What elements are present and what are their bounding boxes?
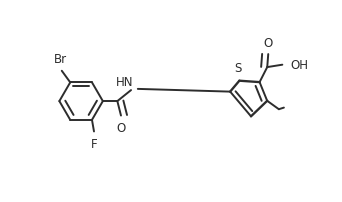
Text: S: S bbox=[234, 62, 241, 75]
Text: O: O bbox=[116, 122, 125, 135]
Text: O: O bbox=[264, 37, 273, 50]
Text: OH: OH bbox=[291, 58, 309, 71]
Text: Br: Br bbox=[53, 53, 67, 65]
Text: F: F bbox=[91, 138, 97, 151]
Text: HN: HN bbox=[116, 75, 134, 88]
